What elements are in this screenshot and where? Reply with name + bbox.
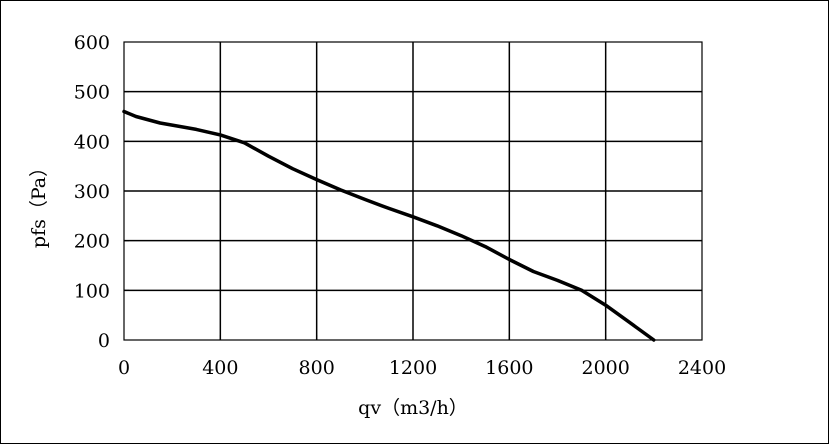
y-tick-label: 500: [74, 82, 110, 104]
x-tick-label: 400: [202, 357, 238, 379]
x-tick-label: 0: [118, 357, 130, 379]
y-tick-label: 600: [74, 32, 110, 54]
y-tick-label: 200: [74, 231, 110, 253]
y-tick-label: 400: [74, 131, 110, 153]
x-tick-label: 1600: [485, 357, 533, 379]
x-tick-label: 1200: [389, 357, 437, 379]
x-tick-label: 2400: [678, 357, 726, 379]
x-axis-label: qv（m3/h）: [358, 397, 468, 419]
series-line: [122, 109, 656, 342]
y-tick-label: 100: [74, 280, 110, 302]
y-axis-label: pfs（Pa）: [28, 158, 50, 248]
x-tick-label: 2000: [581, 357, 629, 379]
x-tick-label: 800: [299, 357, 335, 379]
y-tick-label: 0: [98, 330, 110, 352]
y-tick-label: 300: [74, 181, 110, 203]
